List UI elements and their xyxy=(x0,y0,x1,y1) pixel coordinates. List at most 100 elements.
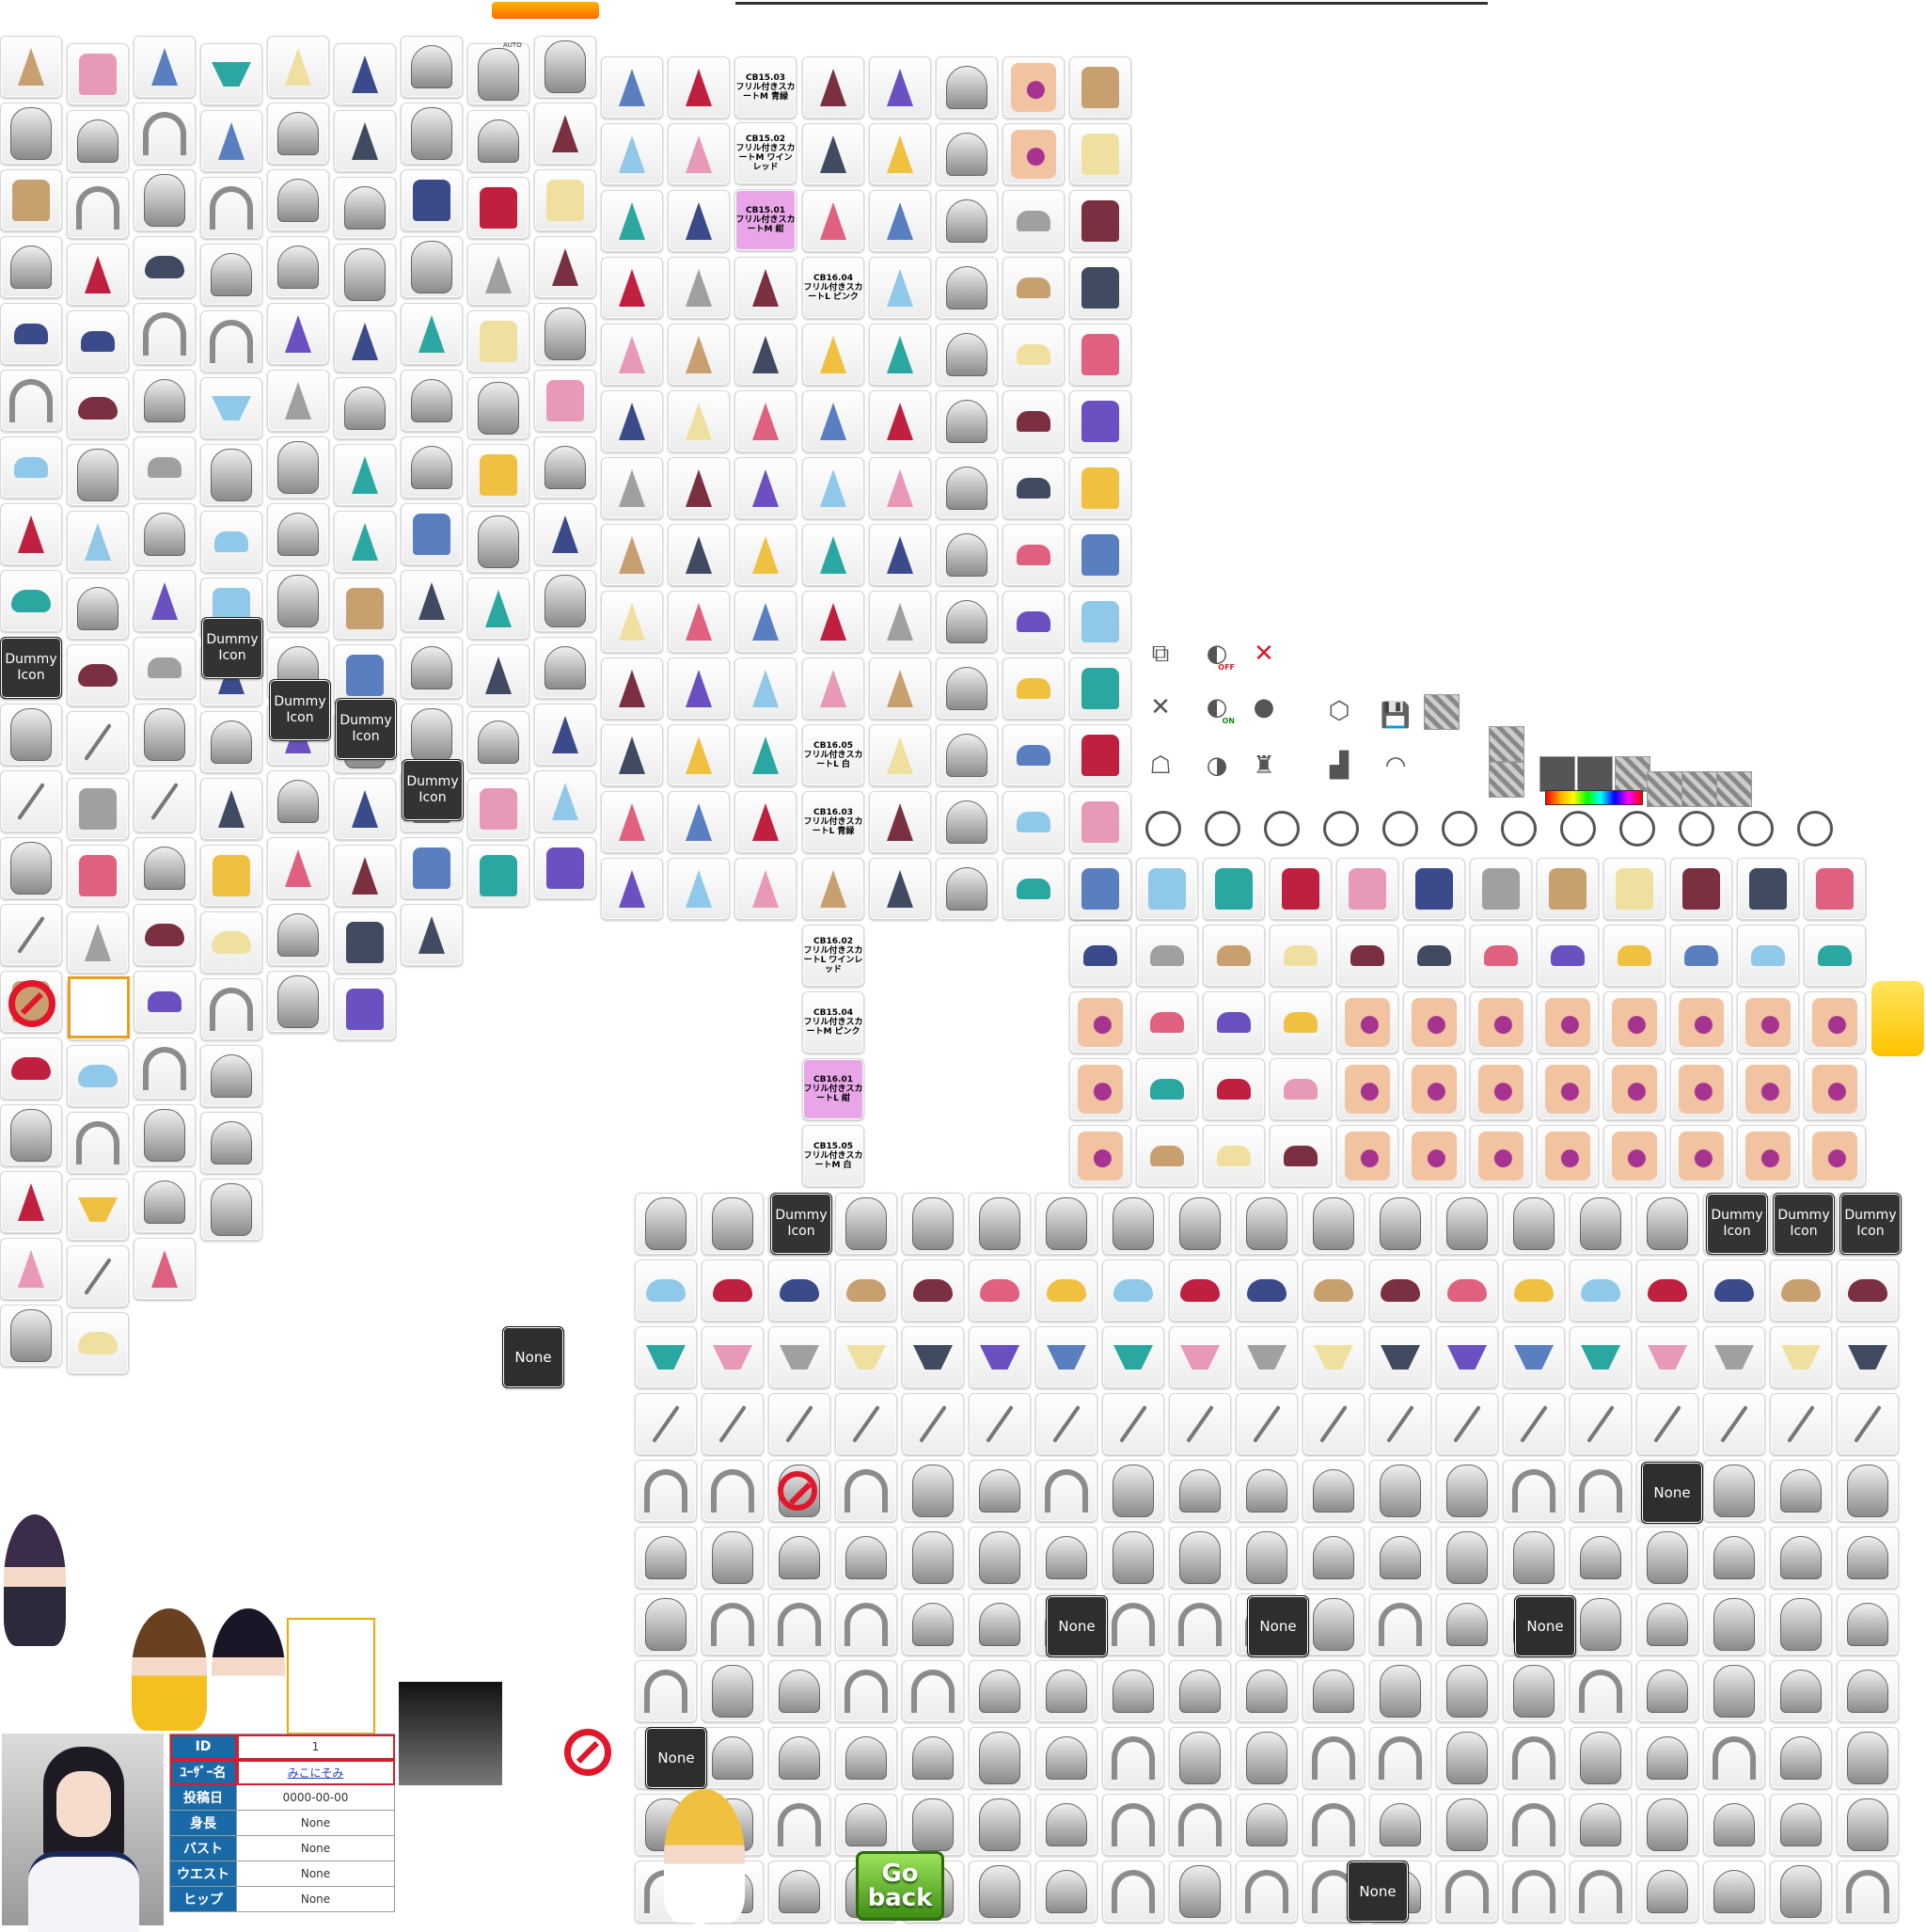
skirt-tile[interactable] xyxy=(601,390,663,452)
top-tile[interactable] xyxy=(1670,858,1732,920)
eye-tile[interactable] xyxy=(1670,991,1732,1053)
eye-tile[interactable] xyxy=(1002,56,1065,119)
skirt-tile[interactable] xyxy=(334,110,396,172)
username-link[interactable]: みこにそみ xyxy=(287,1766,344,1780)
long-hair-tile[interactable] xyxy=(635,1593,697,1655)
shoe-tile[interactable] xyxy=(1804,925,1866,987)
expression-face-icon[interactable] xyxy=(1264,811,1300,847)
skirt-tile[interactable] xyxy=(734,858,797,920)
selected-slot-frame[interactable] xyxy=(287,1618,375,1734)
expression-face-icon[interactable] xyxy=(1442,811,1477,847)
bra-tile[interactable] xyxy=(67,377,129,439)
pattern-swatch[interactable] xyxy=(1489,762,1524,798)
skirt-tile[interactable] xyxy=(668,791,730,853)
shoe-tile[interactable] xyxy=(1002,524,1065,586)
eye-tile[interactable] xyxy=(1470,1058,1532,1120)
shoe-tile[interactable] xyxy=(1470,925,1532,987)
panty-tile[interactable] xyxy=(902,1326,964,1388)
skirt-tile[interactable] xyxy=(668,123,730,185)
accessory-tile[interactable] xyxy=(1703,1393,1765,1455)
top-tile[interactable] xyxy=(334,578,396,640)
dummy-icon-tile[interactable]: Dummy Icon xyxy=(269,679,331,741)
long-hair-tile[interactable] xyxy=(1570,1193,1632,1255)
eye-tile[interactable] xyxy=(1403,1058,1465,1120)
accessory-tile[interactable] xyxy=(1236,1393,1298,1455)
top-tile[interactable] xyxy=(1069,390,1131,452)
shoe-tile[interactable] xyxy=(1069,925,1131,987)
skirt-tile[interactable] xyxy=(267,303,329,365)
expression-face-icon[interactable] xyxy=(1323,811,1359,847)
shoe-tile[interactable] xyxy=(1002,591,1065,653)
skirt-tile[interactable] xyxy=(134,570,196,632)
skirt-tile[interactable] xyxy=(869,123,931,185)
shoe-tile[interactable] xyxy=(1670,925,1732,987)
long-hair-tile[interactable] xyxy=(1636,1794,1698,1856)
shoe-tile[interactable] xyxy=(1203,1125,1265,1187)
hair-tile[interactable] xyxy=(1837,1593,1899,1655)
skirt-tile[interactable] xyxy=(534,503,596,565)
panty-tile[interactable] xyxy=(1837,1326,1899,1388)
eye-tile[interactable] xyxy=(1537,1125,1599,1187)
hair-tile[interactable] xyxy=(835,1527,897,1589)
skirt-tile[interactable] xyxy=(734,724,797,786)
long-hair-tile[interactable] xyxy=(534,36,596,98)
top-tile[interactable] xyxy=(467,177,529,239)
shoe-tile[interactable] xyxy=(134,637,196,699)
panty-tile[interactable] xyxy=(1636,1326,1698,1388)
top-tile[interactable] xyxy=(534,370,596,432)
none-tile[interactable]: None xyxy=(1641,1462,1703,1524)
accessory-tile[interactable] xyxy=(1570,1393,1632,1455)
skirt-tile[interactable] xyxy=(802,858,864,920)
accessory-tile[interactable] xyxy=(702,1393,764,1455)
long-hair-tile[interactable] xyxy=(1436,1727,1498,1789)
character-chibi-brown[interactable] xyxy=(132,1608,207,1731)
shoe-tile[interactable] xyxy=(134,436,196,499)
ponytail-hair-tile[interactable] xyxy=(1102,1593,1164,1655)
eye-tile[interactable] xyxy=(1537,1058,1599,1120)
hair-tile[interactable] xyxy=(467,711,529,773)
skirt-tile[interactable] xyxy=(802,56,864,119)
eye-tile[interactable] xyxy=(1403,1125,1465,1187)
dummy-icon-tile[interactable]: Dummy Icon xyxy=(1706,1193,1768,1255)
skirt-tile[interactable] xyxy=(0,1238,62,1300)
ponytail-hair-tile[interactable] xyxy=(200,978,262,1040)
expression-face-icon[interactable] xyxy=(1205,811,1240,847)
long-hair-tile[interactable] xyxy=(1169,1727,1231,1789)
hair-tile[interactable] xyxy=(936,591,998,653)
shoe-tile[interactable] xyxy=(0,436,62,499)
ponytail-hair-tile[interactable] xyxy=(835,1660,897,1722)
eye-tile[interactable] xyxy=(1737,991,1799,1053)
long-hair-tile[interactable] xyxy=(401,236,463,298)
top-tile[interactable] xyxy=(401,169,463,231)
hair-tile[interactable] xyxy=(134,837,196,899)
eye-tile[interactable] xyxy=(1069,991,1131,1053)
long-hair-tile[interactable] xyxy=(1636,1527,1698,1589)
skirt-tile[interactable] xyxy=(601,657,663,720)
pattern-swatch[interactable] xyxy=(1647,771,1682,807)
skirt-tile[interactable] xyxy=(869,257,931,319)
top-tile[interactable] xyxy=(534,169,596,231)
long-hair-tile[interactable] xyxy=(1503,1193,1565,1255)
pattern-swatch[interactable] xyxy=(1489,726,1524,762)
skirt-tile[interactable] xyxy=(467,644,529,706)
skirt-tile[interactable] xyxy=(401,570,463,632)
none-tile[interactable]: None xyxy=(645,1727,707,1789)
expression-face-icon[interactable] xyxy=(1501,811,1537,847)
hair-tile[interactable] xyxy=(67,110,129,172)
skirt-tile[interactable] xyxy=(67,244,129,306)
eye-tile[interactable] xyxy=(1603,1058,1666,1120)
add-bra-icon[interactable]: ● xyxy=(1253,693,1275,721)
hair-tile[interactable] xyxy=(936,324,998,386)
panty-tile[interactable] xyxy=(1503,1326,1565,1388)
ponytail-hair-tile[interactable] xyxy=(1035,1460,1097,1522)
hair-tile[interactable] xyxy=(401,637,463,699)
skirt-tile[interactable] xyxy=(802,190,864,252)
hair-tile[interactable] xyxy=(200,711,262,773)
skirt-tile[interactable] xyxy=(601,591,663,653)
hair-tile[interactable] xyxy=(969,1660,1031,1722)
long-hair-tile[interactable] xyxy=(1169,1193,1231,1255)
long-hair-tile[interactable] xyxy=(200,1179,262,1241)
skirt-tile[interactable] xyxy=(869,657,931,720)
shoe-tile[interactable] xyxy=(1002,724,1065,786)
ponytail-hair-tile[interactable] xyxy=(635,1660,697,1722)
